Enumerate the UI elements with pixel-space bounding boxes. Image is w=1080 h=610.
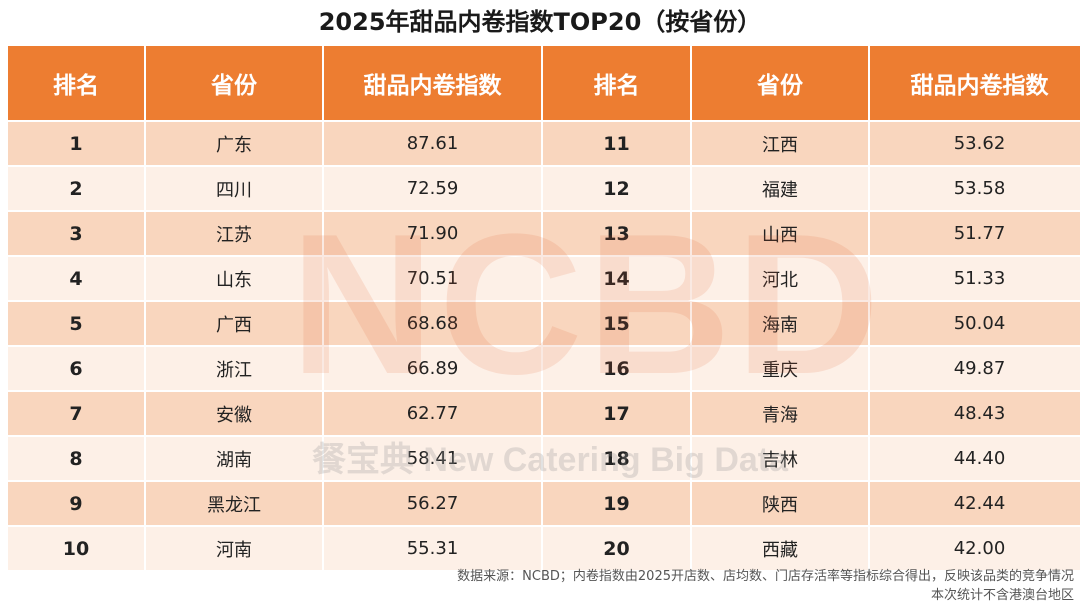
index-cell: 50.04 <box>869 300 1080 346</box>
table-row: 4 山东 70.51 14 河北 51.33 <box>8 255 1080 301</box>
index-cell: 58.41 <box>323 435 543 481</box>
index-cell: 42.44 <box>869 480 1080 526</box>
table-row: 7 安徽 62.77 17 青海 48.43 <box>8 390 1080 436</box>
rank-cell: 18 <box>542 435 692 481</box>
ranking-table: 排名 省份 甜品内卷指数 排名 省份 甜品内卷指数 1 广东 87.61 11 江西 53… <box>8 46 1080 570</box>
rank-cell: 8 <box>8 435 146 481</box>
table-row: 2 四川 72.59 12 福建 53.58 <box>8 165 1080 211</box>
rank-cell: 6 <box>8 345 146 391</box>
table-header-row: 排名 省份 甜品内卷指数 排名 省份 甜品内卷指数 <box>8 46 1080 121</box>
index-cell: 53.62 <box>869 120 1080 166</box>
column-header-index-left: 甜品内卷指数 <box>323 46 543 121</box>
table-row: 10 河南 55.31 20 西藏 42.00 <box>8 525 1080 570</box>
index-cell: 62.77 <box>323 390 543 436</box>
column-header-province-left: 省份 <box>145 46 324 121</box>
table-row: 8 湖南 58.41 18 吉林 44.40 <box>8 435 1080 481</box>
index-cell: 56.27 <box>323 480 543 526</box>
province-cell: 浙江 <box>145 345 324 391</box>
index-cell: 51.33 <box>869 255 1080 301</box>
index-cell: 51.77 <box>869 210 1080 256</box>
province-cell: 四川 <box>145 165 324 211</box>
rank-cell: 1 <box>8 120 146 166</box>
province-cell: 陕西 <box>691 480 870 526</box>
index-cell: 66.89 <box>323 345 543 391</box>
rank-cell: 19 <box>542 480 692 526</box>
province-cell: 江西 <box>691 120 870 166</box>
index-cell: 68.68 <box>323 300 543 346</box>
rank-cell: 14 <box>542 255 692 301</box>
column-header-rank-left: 排名 <box>8 46 146 121</box>
rank-cell: 5 <box>8 300 146 346</box>
province-cell: 江苏 <box>145 210 324 256</box>
index-cell: 48.43 <box>869 390 1080 436</box>
index-cell: 49.87 <box>869 345 1080 391</box>
rank-cell: 4 <box>8 255 146 301</box>
index-cell: 42.00 <box>869 525 1080 570</box>
rank-cell: 10 <box>8 525 146 570</box>
index-cell: 87.61 <box>323 120 543 166</box>
rank-cell: 7 <box>8 390 146 436</box>
rank-cell: 11 <box>542 120 692 166</box>
province-cell: 西藏 <box>691 525 870 570</box>
index-cell: 44.40 <box>869 435 1080 481</box>
province-cell: 吉林 <box>691 435 870 481</box>
index-cell: 70.51 <box>323 255 543 301</box>
index-cell: 55.31 <box>323 525 543 570</box>
index-cell: 71.90 <box>323 210 543 256</box>
rank-cell: 13 <box>542 210 692 256</box>
rank-cell: 15 <box>542 300 692 346</box>
rank-cell: 17 <box>542 390 692 436</box>
province-cell: 河南 <box>145 525 324 570</box>
table-row: 6 浙江 66.89 16 重庆 49.87 <box>8 345 1080 391</box>
province-cell: 福建 <box>691 165 870 211</box>
province-cell: 安徽 <box>145 390 324 436</box>
province-cell: 山西 <box>691 210 870 256</box>
rank-cell: 16 <box>542 345 692 391</box>
table-row: 3 江苏 71.90 13 山西 51.77 <box>8 210 1080 256</box>
index-cell: 53.58 <box>869 165 1080 211</box>
province-cell: 海南 <box>691 300 870 346</box>
rank-cell: 2 <box>8 165 146 211</box>
table-row: 9 黑龙江 56.27 19 陕西 42.44 <box>8 480 1080 526</box>
column-header-index-right: 甜品内卷指数 <box>869 46 1080 121</box>
column-header-province-right: 省份 <box>691 46 870 121</box>
province-cell: 山东 <box>145 255 324 301</box>
table-row: 5 广西 68.68 15 海南 50.04 <box>8 300 1080 346</box>
rank-cell: 9 <box>8 480 146 526</box>
footnote-scope: 本次统计不含港澳台地区 <box>930 588 1074 603</box>
province-cell: 重庆 <box>691 345 870 391</box>
province-cell: 广东 <box>145 120 324 166</box>
column-header-rank-right: 排名 <box>542 46 692 121</box>
index-cell: 72.59 <box>323 165 543 211</box>
table-row: 1 广东 87.61 11 江西 53.62 <box>8 120 1080 166</box>
province-cell: 河北 <box>691 255 870 301</box>
rank-cell: 20 <box>542 525 692 570</box>
page-title: 2025年甜品内卷指数TOP20（按省份） <box>318 8 762 36</box>
rank-cell: 3 <box>8 210 146 256</box>
province-cell: 青海 <box>691 390 870 436</box>
rank-cell: 12 <box>542 165 692 211</box>
footnote-source: 数据来源：NCBD；内卷指数由2025开店数、店均数、门店存活率等指标综合得出，… <box>457 569 1074 584</box>
province-cell: 广西 <box>145 300 324 346</box>
province-cell: 湖南 <box>145 435 324 481</box>
province-cell: 黑龙江 <box>145 480 324 526</box>
